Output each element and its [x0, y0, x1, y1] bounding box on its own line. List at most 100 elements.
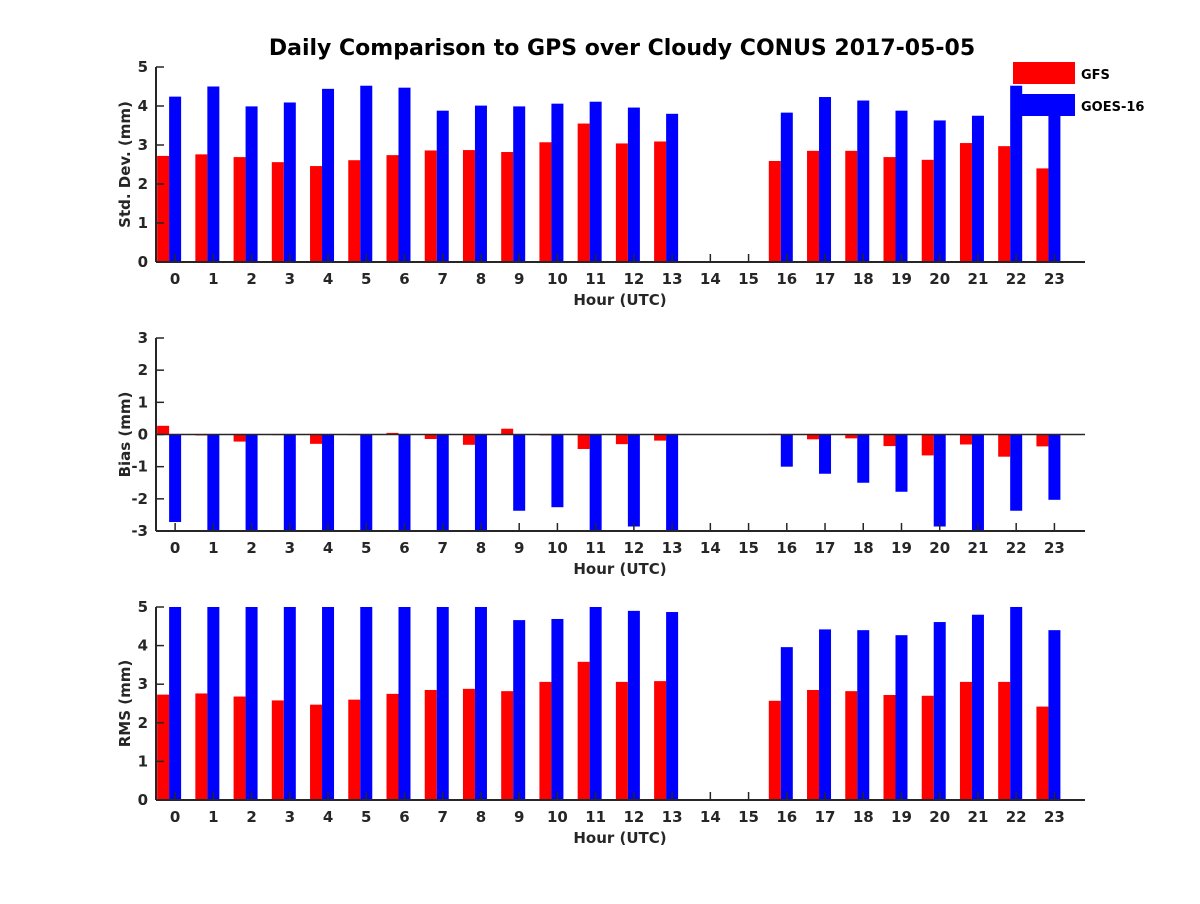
bar-goes-16-panel1-hour-6: [398, 87, 411, 262]
bar-goes-16-panel3-hour-10: [551, 618, 564, 800]
x-tick-label-panel1: 15: [738, 270, 759, 288]
x-tick-label-panel2: 18: [853, 539, 874, 557]
bar-gfs-panel2-hour-18: [845, 434, 858, 439]
bar-goes-16-panel3-hour-8: [474, 607, 487, 800]
legend-label-goes-16: GOES-16: [1081, 100, 1144, 115]
bar-gfs-panel2-hour-7: [424, 434, 437, 439]
x-tick-label-panel3: 5: [361, 808, 371, 826]
bar-gfs-panel3-hour-18: [845, 691, 858, 800]
y-tick-label-panel2: 1: [138, 393, 148, 411]
bar-goes-16-panel2-hour-6: [398, 434, 411, 531]
x-tick-label-panel2: 11: [585, 539, 606, 557]
x-axis-label-panel3: Hour (UTC): [573, 829, 666, 847]
x-tick-label-panel1: 9: [514, 270, 524, 288]
bar-gfs-panel1-hour-2: [233, 157, 246, 262]
x-tick-label-panel3: 16: [776, 808, 797, 826]
bar-goes-16-panel3-hour-2: [245, 607, 258, 800]
bar-gfs-panel3-hour-6: [386, 693, 399, 800]
x-tick-label-panel2: 7: [438, 539, 448, 557]
x-tick-label-panel3: 11: [585, 808, 606, 826]
x-tick-label-panel3: 14: [700, 808, 721, 826]
x-tick-label-panel2: 13: [662, 539, 683, 557]
bar-gfs-panel2-hour-11: [577, 434, 590, 449]
bar-goes-16-panel1-hour-3: [283, 102, 296, 263]
x-tick-label-panel2: 6: [399, 539, 409, 557]
x-tick-label-panel1: 7: [438, 270, 448, 288]
x-tick-label-panel3: 21: [968, 808, 989, 826]
bar-goes-16-panel1-hour-19: [895, 110, 908, 263]
x-tick-label-panel2: 4: [323, 539, 333, 557]
bar-goes-16-panel2-hour-4: [322, 434, 335, 531]
x-tick-label-panel3: 22: [1006, 808, 1027, 826]
x-tick-label-panel2: 5: [361, 539, 371, 557]
bar-goes-16-panel2-hour-17: [819, 434, 832, 474]
bar-goes-16-panel1-hour-2: [245, 106, 258, 262]
x-tick-label-panel3: 6: [399, 808, 409, 826]
bar-gfs-panel3-hour-20: [921, 695, 934, 800]
bar-gfs-panel1-hour-7: [424, 150, 437, 262]
bar-gfs-panel1-hour-21: [959, 143, 972, 262]
x-tick-label-panel2: 0: [170, 539, 180, 557]
bar-goes-16-panel1-hour-12: [627, 107, 640, 262]
bar-goes-16-panel1-hour-18: [857, 100, 870, 262]
bar-gfs-panel2-hour-6: [386, 432, 399, 435]
bar-goes-16-panel3-hour-19: [895, 635, 908, 800]
y-tick-label-panel1: 0: [138, 253, 148, 271]
bar-gfs-panel2-hour-17: [807, 434, 820, 440]
x-tick-label-panel3: 19: [891, 808, 912, 826]
bar-gfs-panel3-hour-1: [195, 693, 208, 800]
bar-goes-16-panel1-hour-5: [360, 85, 373, 262]
x-tick-label-panel2: 1: [208, 539, 218, 557]
bar-gfs-panel2-hour-22: [998, 434, 1011, 457]
bar-goes-16-panel1-hour-23: [1048, 110, 1061, 263]
x-tick-label-panel1: 5: [361, 270, 371, 288]
bar-gfs-panel3-hour-9: [501, 691, 514, 800]
bar-goes-16-panel3-hour-20: [933, 622, 946, 800]
x-tick-label-panel3: 8: [476, 808, 486, 826]
y-tick-label-panel1: 5: [138, 58, 148, 76]
x-tick-label-panel2: 3: [285, 539, 295, 557]
x-tick-label-panel1: 0: [170, 270, 180, 288]
bar-goes-16-panel1-hour-1: [207, 86, 220, 262]
bar-gfs-panel1-hour-13: [654, 141, 667, 262]
x-tick-label-panel2: 15: [738, 539, 759, 557]
bar-gfs-panel3-hour-10: [539, 681, 552, 800]
x-tick-label-panel1: 20: [929, 270, 950, 288]
y-tick-label-panel1: 4: [138, 97, 148, 115]
bar-gfs-panel1-hour-9: [501, 152, 514, 262]
y-axis-label-panel1: Std. Dev. (mm): [116, 101, 134, 228]
bar-goes-16-panel1-hour-0: [169, 96, 182, 262]
y-tick-label-panel1: 1: [138, 214, 148, 232]
x-tick-label-panel1: 14: [700, 270, 721, 288]
x-tick-label-panel1: 4: [323, 270, 333, 288]
x-tick-label-panel2: 10: [547, 539, 568, 557]
bar-gfs-panel1-hour-17: [807, 150, 820, 262]
bar-goes-16-panel1-hour-8: [474, 105, 487, 262]
bar-gfs-panel3-hour-7: [424, 689, 437, 800]
bar-gfs-panel1-hour-8: [462, 150, 475, 262]
x-tick-label-panel1: 18: [853, 270, 874, 288]
y-tick-label-panel2: 2: [138, 361, 148, 379]
y-tick-label-panel2: -2: [131, 490, 148, 508]
bar-goes-16-panel2-hour-7: [436, 434, 449, 531]
bar-gfs-panel1-hour-11: [577, 123, 590, 262]
bar-goes-16-panel3-hour-18: [857, 630, 870, 800]
bar-goes-16-panel3-hour-17: [819, 629, 832, 800]
bar-gfs-panel1-hour-19: [883, 157, 896, 262]
bar-goes-16-panel3-hour-6: [398, 607, 411, 800]
bar-goes-16-panel3-hour-13: [666, 612, 679, 800]
bar-goes-16-panel2-hour-12: [627, 434, 640, 527]
x-tick-label-panel1: 19: [891, 270, 912, 288]
x-tick-label-panel1: 11: [585, 270, 606, 288]
bar-goes-16-panel2-hour-1: [207, 434, 220, 531]
x-tick-label-panel2: 14: [700, 539, 721, 557]
x-tick-label-panel3: 17: [815, 808, 836, 826]
bar-goes-16-panel3-hour-12: [627, 610, 640, 800]
x-tick-label-panel3: 13: [662, 808, 683, 826]
x-tick-label-panel3: 10: [547, 808, 568, 826]
bar-goes-16-panel1-hour-13: [666, 113, 679, 262]
chart-title: Daily Comparison to GPS over Cloudy CONU…: [269, 36, 975, 61]
bar-gfs-panel2-hour-23: [1036, 434, 1049, 447]
y-tick-label-panel3: 5: [138, 598, 148, 616]
